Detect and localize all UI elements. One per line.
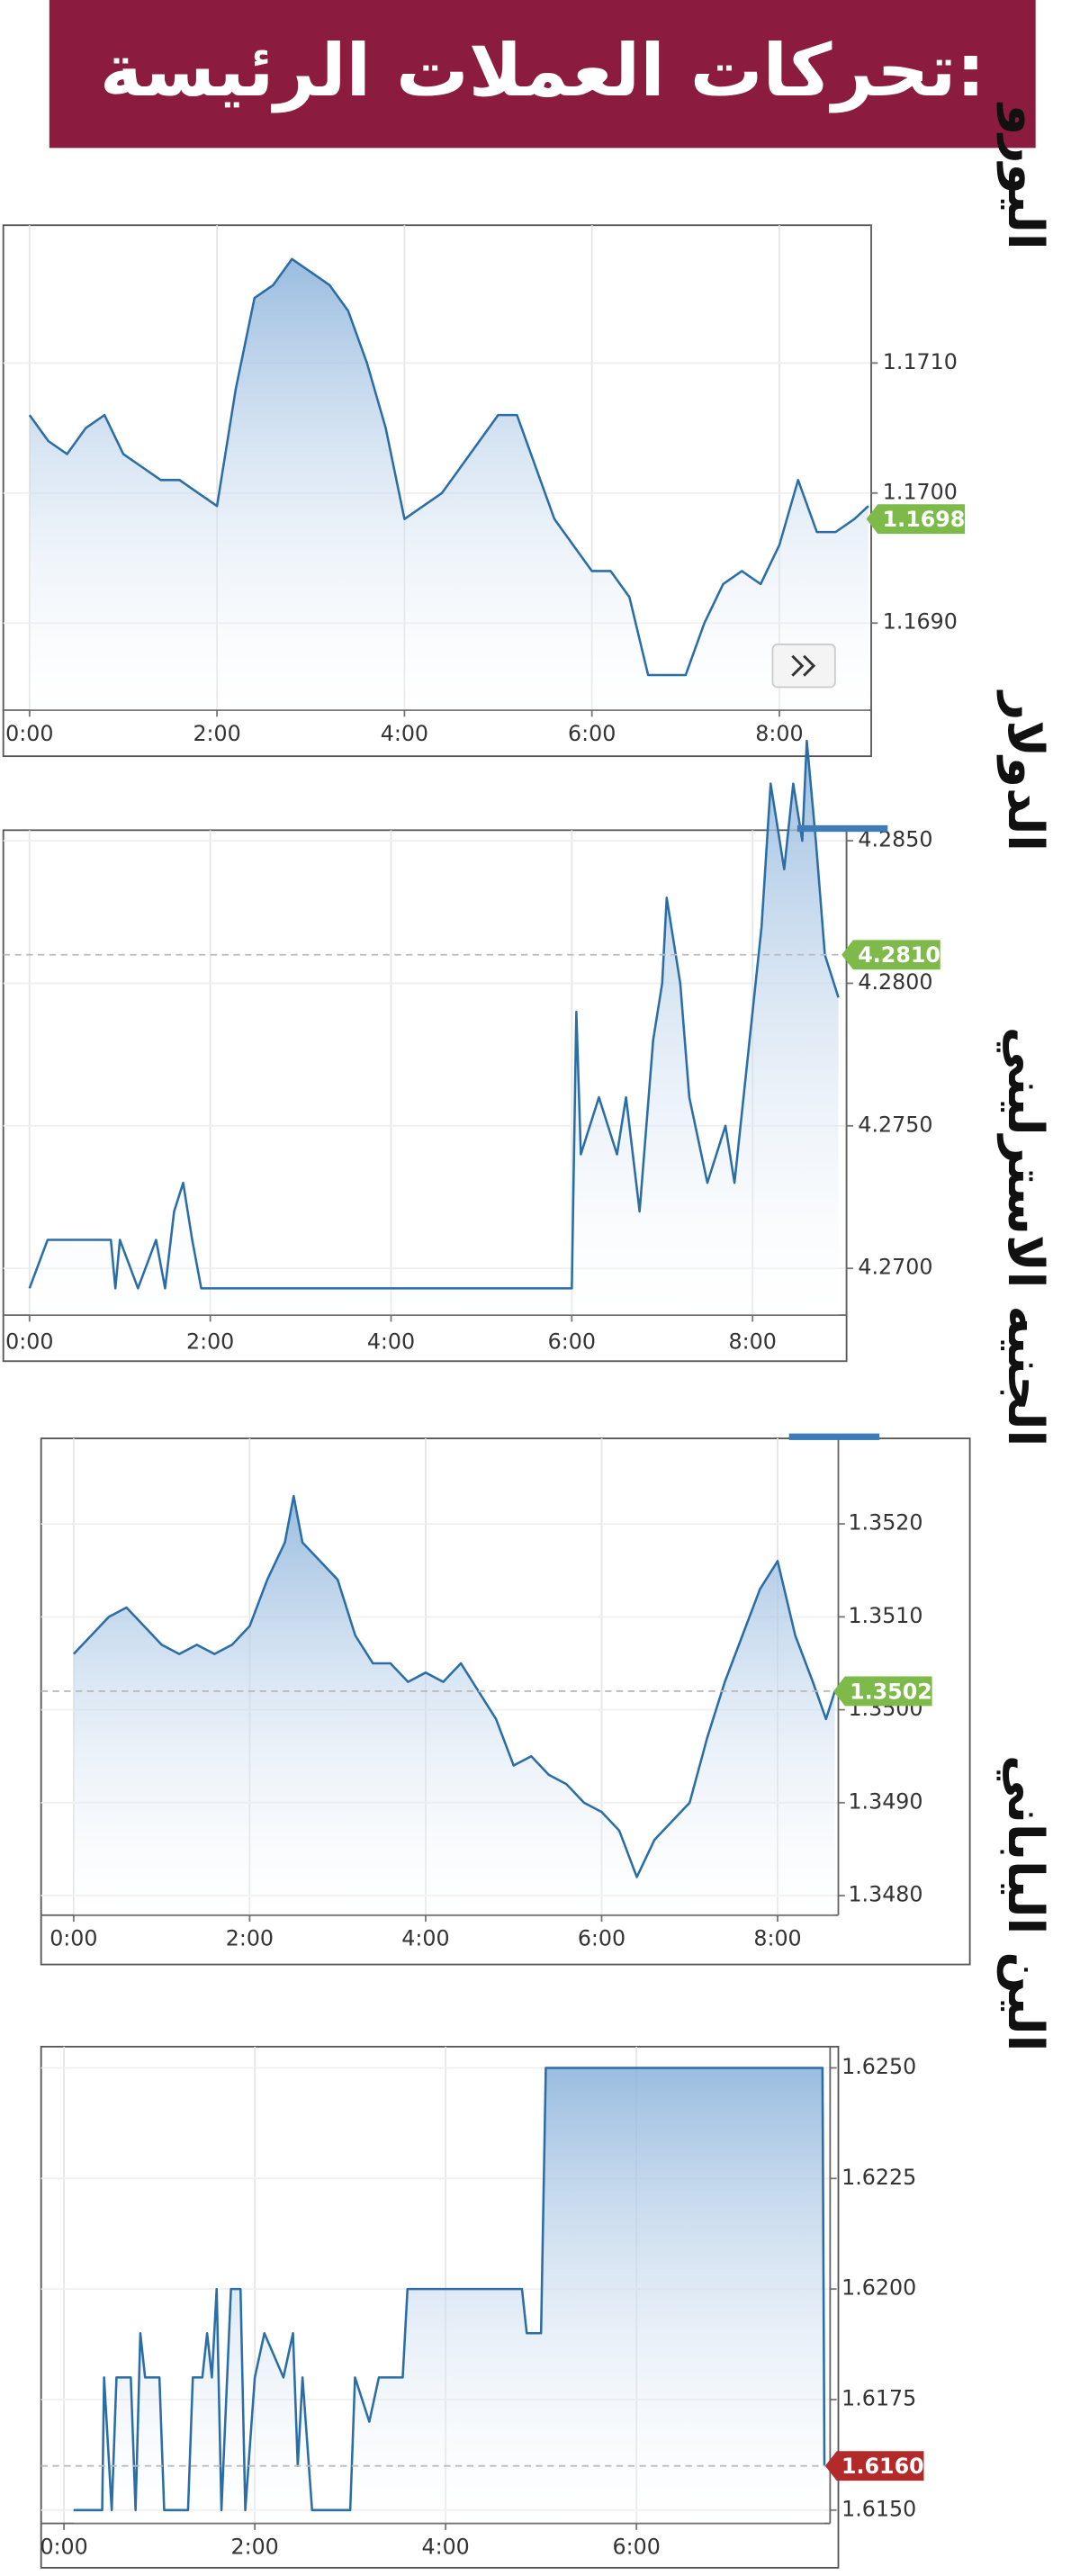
y-tick-label: 4.2800 (858, 969, 932, 995)
x-tick-label: 8:00 (729, 1329, 777, 1355)
currency-label: الين الياباني (996, 1755, 1055, 2052)
x-tick-label: 2:00 (186, 1329, 234, 1355)
y-tick-label: 1.6150 (842, 2496, 916, 2521)
last-value-label: 1.3502 (850, 1679, 932, 1704)
x-tick-label: 2:00 (193, 721, 240, 746)
x-tick-label: 6:00 (548, 1329, 596, 1355)
x-tick-label: 6:00 (613, 2534, 661, 2559)
last-value-label: 1.6160 (842, 2454, 924, 2479)
y-tick-label: 1.6225 (842, 2165, 916, 2190)
x-tick-label: 4:00 (367, 1329, 415, 1355)
y-tick-label: 1.6200 (842, 2275, 916, 2301)
y-tick-label: 1.6175 (842, 2385, 916, 2410)
y-tick-label: 4.2750 (858, 1112, 932, 1137)
x-tick-label: 8:00 (753, 1926, 801, 1951)
x-tick-label: 0:00 (5, 721, 53, 746)
series-area (73, 1496, 835, 1915)
header-band (49, 0, 1036, 149)
top-bar (788, 1433, 880, 1440)
y-tick-label: 1.1700 (883, 479, 958, 504)
top-bar (796, 824, 888, 833)
currency-label: الجنيه الاسترليني (996, 1027, 1055, 1446)
currency-label: اليورو (996, 102, 1055, 250)
series-line (72, 1494, 836, 1878)
x-tick-label: 4:00 (401, 1926, 449, 1951)
series-line (28, 739, 840, 1290)
currency-label: الدولار (996, 689, 1055, 851)
series-line (28, 257, 869, 677)
x-tick-label: 2:00 (230, 2534, 278, 2559)
last-value-tag (866, 504, 966, 535)
last-value-tag (833, 1676, 932, 1707)
x-tick-label: 0:00 (5, 1329, 53, 1355)
y-tick-label: 1.3480 (848, 1882, 922, 1907)
x-tick-label: 4:00 (421, 2534, 469, 2559)
scroll-icon (791, 654, 816, 677)
chart: 0:00 2:00 4:00 6:00 8:00 1.1690 1.1700 1.1710 1.… (2, 102, 1055, 758)
x-tick-label: 8:00 (755, 721, 803, 746)
series-area (29, 741, 839, 1316)
last-value-tag (842, 940, 940, 970)
y-tick-label: 4.2700 (858, 1255, 932, 1280)
x-tick-label: 2:00 (226, 1926, 274, 1951)
y-tick-label: 1.1710 (883, 349, 958, 374)
x-tick-label: 6:00 (568, 721, 616, 746)
chart: 0:00 2:00 4:00 6:00 8:001.34801.34901.35001.… (40, 1027, 1055, 1966)
chart: 0:00 2:00 4:00 6:00 1.6150 1.6175 1.6200 1.6225… (40, 1755, 1055, 2569)
last-value-tag (824, 2451, 924, 2481)
header-title: تحركات العملات الرئيسة: (100, 28, 986, 113)
x-tick-label: 6:00 (578, 1926, 626, 1951)
y-tick-label: 1.3520 (848, 1510, 922, 1536)
y-tick-label: 1.1690 (883, 609, 958, 635)
last-value-label: 1.1698 (883, 507, 966, 532)
y-tick-label: 1.6250 (842, 2054, 916, 2079)
series-area (73, 2067, 825, 2524)
last-value-label: 4.2810 (858, 942, 940, 968)
series-line (73, 2067, 826, 2512)
y-tick-label: 1.3490 (848, 1788, 922, 1814)
x-tick-label: 0:00 (50, 1926, 97, 1951)
chart: 0:00 2:00 4:00 6:00 8:00 4.2700 4.2750 4.28004.… (2, 689, 1055, 1363)
y-tick-label: 1.3510 (848, 1603, 922, 1628)
x-tick-label: 0:00 (40, 2534, 87, 2559)
x-tick-label: 4:00 (381, 721, 428, 746)
